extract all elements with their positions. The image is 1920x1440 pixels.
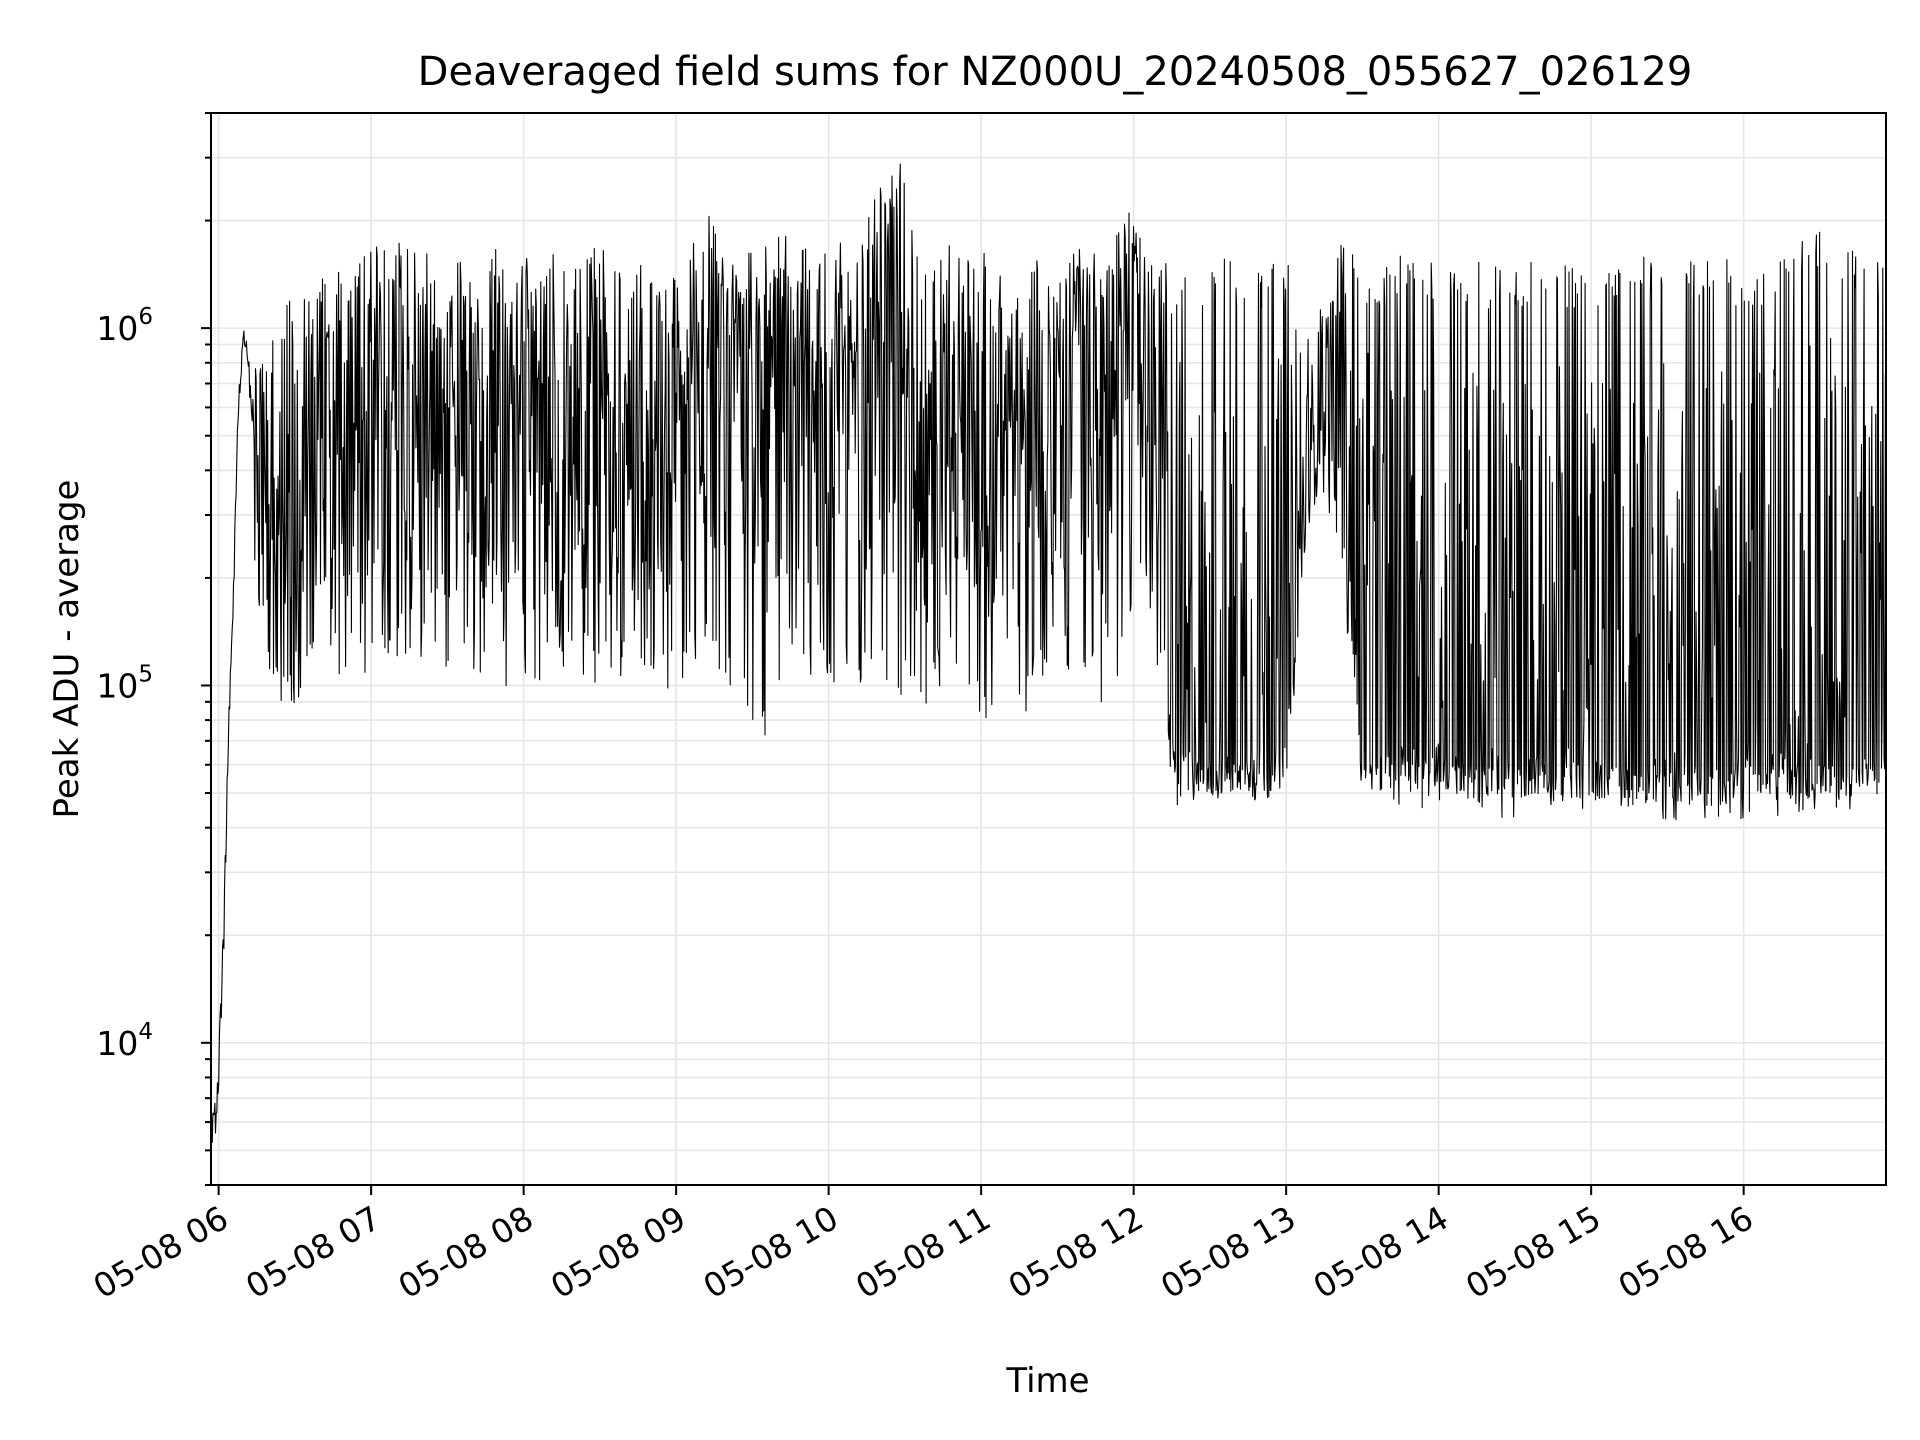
series-line xyxy=(210,163,1887,1143)
y-tick-exponent: 6 xyxy=(138,304,153,330)
y-tick-label: 106 xyxy=(96,304,153,348)
plot-frame xyxy=(210,112,1887,1186)
x-tick-label: 05-08 10 xyxy=(697,1198,845,1306)
x-axis-label: Time xyxy=(1005,1361,1089,1401)
x-tick-label: 05-08 16 xyxy=(1612,1198,1760,1306)
x-tick-label: 05-08 12 xyxy=(1002,1198,1150,1306)
y-tick-base: 10 xyxy=(96,1024,138,1063)
x-tick-label: 05-08 06 xyxy=(87,1198,235,1306)
x-tick-label: 05-08 08 xyxy=(392,1198,540,1306)
y-tick-exponent: 4 xyxy=(138,1019,153,1045)
y-tick-exponent: 5 xyxy=(138,661,153,687)
series-layer xyxy=(210,163,1887,1143)
y-tick-label: 105 xyxy=(96,661,153,705)
y-axis-label: Peak ADU - average xyxy=(47,480,87,819)
y-tick-base: 10 xyxy=(96,309,138,348)
chart-title: Deaveraged field sums for NZ000U_2024050… xyxy=(418,49,1693,95)
x-tick-label: 05-08 09 xyxy=(544,1198,692,1306)
x-tick-label: 05-08 11 xyxy=(849,1198,997,1306)
x-tick-label: 05-08 13 xyxy=(1154,1198,1302,1306)
x-tick-label: 05-08 14 xyxy=(1307,1198,1455,1306)
y-tick-base: 10 xyxy=(96,666,138,705)
y-tick-label: 104 xyxy=(96,1019,153,1063)
x-tick-label: 05-08 15 xyxy=(1459,1198,1607,1306)
x-tick-label: 05-08 07 xyxy=(239,1198,387,1306)
